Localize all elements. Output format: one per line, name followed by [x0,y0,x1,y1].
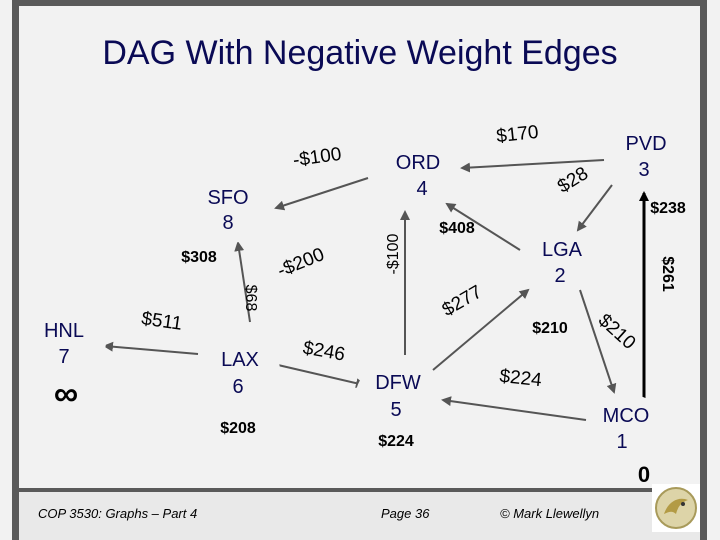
footer-author: © Mark Llewellyn [500,506,600,521]
node-lga[interactable]: LGA 2 [520,232,604,292]
node-dfw[interactable]: DFW 5 [356,362,440,426]
node-sfo[interactable]: SFO 8 [184,181,272,243]
node-ord-value: 4 [416,178,427,200]
edge-pvd-ord [460,159,605,173]
edge-label-lga-210: $210 [532,320,568,337]
edge-lax-hnl [103,341,199,355]
edge-mco-dfw [441,396,587,421]
node-dfw-name: DFW [375,372,421,394]
node-mco-name: MCO [603,405,650,427]
node-mco-distance: 0 [638,462,650,487]
node-pvd[interactable]: PVD 3 [606,124,686,188]
node-hnl-name: HNL [44,320,84,342]
edge-lga-mco [579,289,617,394]
edge-ord-sfo [274,177,369,211]
footer-course: COP 3530: Graphs – Part 4 [38,506,198,521]
edge-label-lax-sfo: -$200 [274,244,327,282]
node-sfo-value: 8 [222,212,233,234]
node-lax-value: 6 [232,376,243,398]
edge-label-lax-208: $208 [220,420,256,437]
edge-label-lax-dfw: $246 [301,338,346,366]
edge-label-sfo-308: $308 [181,249,217,266]
edge-label-ord-sfo: -$100 [292,144,343,172]
node-pvd-name: PVD [625,133,666,155]
node-mco-value: 1 [616,431,627,453]
node-hnl-value: 7 [58,346,69,368]
footer-strip [19,492,700,540]
slide-frame-top [12,0,707,6]
edge-dfw-lga [432,288,530,371]
node-pvd-value: 3 [638,159,649,181]
edge-pvd-lga [576,184,613,232]
edge-label-dfw-lga: $277 [439,282,486,321]
edge-label-pvd-lga-28: $28 [554,163,592,198]
footer-page-number: Page 36 [381,506,430,521]
node-lax[interactable]: LAX 6 [196,338,280,402]
node-lax-name: LAX [221,349,259,371]
node-dfw-value: 5 [390,399,401,421]
node-hnl-distance: ∞ [54,375,78,413]
node-ord-name: ORD [396,152,440,174]
slide-frame-bottom [12,488,707,492]
edge-label-mco-dfw: $224 [498,366,543,391]
edge-lax-dfw [277,364,366,389]
edge-lax-sfo [234,241,251,323]
edge-label-lax-sfo-68: $68 [242,285,259,312]
node-hnl[interactable]: HNL 7 ∞ [26,310,106,413]
edge-label-pvd-ord: $170 [495,122,539,147]
edge-label-pvd-mco-261: $261 [659,256,676,292]
node-sfo-name: SFO [207,187,248,209]
slide-title: DAG With Negative Weight Edges [102,34,618,72]
node-ord[interactable]: ORD 4 [370,145,462,209]
node-mco[interactable]: MCO 1 0 [586,394,666,487]
slide-frame-left [12,0,19,540]
slide-frame-right [700,0,707,540]
edge-label-dfw-ord: -$100 [385,233,402,274]
node-lga-name: LGA [542,239,583,261]
edge-lga-ord [445,202,521,251]
edge-label-lga-ord: $408 [439,220,475,237]
edge-label-lga-mco: $210 [594,310,639,354]
edge-label-lax-hnl: $511 [140,308,183,334]
edge-label-pvd-mco-238: $238 [650,200,686,217]
university-logo-icon [652,484,700,532]
edge-label-dfw-224: $224 [378,433,414,450]
node-lga-value: 2 [554,265,565,287]
